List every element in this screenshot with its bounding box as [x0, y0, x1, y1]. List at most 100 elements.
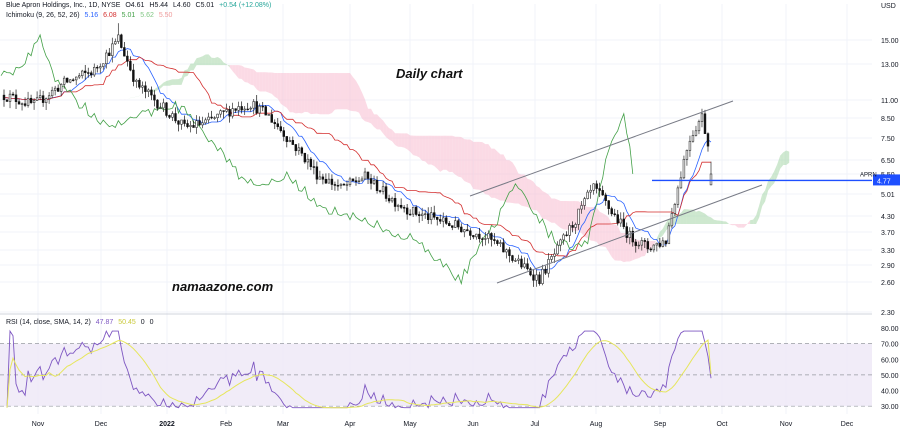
- cloud-segment: [536, 185, 540, 214]
- candle-body: [234, 108, 237, 111]
- candle-body: [270, 114, 273, 123]
- candle-body: [411, 206, 415, 215]
- cloud-segment: [560, 200, 564, 230]
- cloud-segment: [277, 73, 281, 104]
- candle-body: [2, 94, 6, 101]
- channel-lower-line[interactable]: [496, 184, 763, 284]
- rsi-extra-1: 0: [140, 319, 145, 326]
- candle-body: [481, 238, 484, 240]
- cloud-segment: [446, 135, 450, 173]
- candle-body: [62, 77, 66, 85]
- cloud-segment: [283, 73, 287, 108]
- cloud-segment: [623, 233, 627, 263]
- candle-body: [574, 224, 577, 228]
- cloud-segment: [777, 155, 781, 178]
- cloud-segment: [181, 70, 185, 85]
- candle-body: [312, 166, 316, 168]
- time-axis[interactable]: Nov Dec 2022 Feb Mar Apr May Jun Jul Aug Sep Oct Nov…: [32, 421, 854, 428]
- candle-body: [345, 184, 349, 186]
- candle-body: [29, 97, 33, 103]
- cloud-segment: [707, 216, 711, 225]
- cloud-segment: [452, 135, 456, 175]
- cloud-segment: [428, 135, 432, 165]
- cloud-segment: [695, 210, 699, 225]
- cloud-segment: [455, 136, 459, 177]
- cloud-segment: [488, 144, 492, 198]
- candle-body: [53, 87, 57, 91]
- cloud-segment: [542, 190, 546, 220]
- candle-body: [339, 183, 343, 186]
- cloud-segment: [184, 69, 188, 77]
- cloud-segment: [527, 178, 531, 209]
- time-tick-label: Jul: [531, 421, 540, 428]
- cloud-segment: [425, 135, 429, 165]
- cloud-segment: [256, 72, 260, 92]
- cloud-segment: [271, 72, 275, 97]
- candle-body: [225, 109, 228, 112]
- ohlc-open: O4.61: [125, 2, 145, 9]
- candle-body: [523, 263, 526, 268]
- cloud-segment: [497, 151, 501, 201]
- channel-upper-line[interactable]: [469, 100, 734, 197]
- cloud-segment: [160, 82, 164, 89]
- price-tag-value: 4.77: [877, 178, 891, 185]
- cloud-segment: [774, 164, 778, 184]
- candle-body: [99, 66, 102, 69]
- candle-body: [526, 263, 529, 270]
- candle-body: [532, 274, 535, 281]
- price-tag-box[interactable]: [873, 174, 900, 186]
- cloud-segment: [313, 73, 317, 114]
- candle-body: [96, 66, 99, 69]
- candle-body: [273, 122, 276, 125]
- candle-body: [153, 94, 156, 101]
- candle-body: [691, 135, 695, 142]
- cloud-segment: [485, 144, 489, 195]
- cloud-segment: [720, 220, 724, 225]
- candle-body: [35, 97, 39, 101]
- candle-body: [565, 234, 568, 237]
- rsi-legend[interactable]: RSI (14, close, SMA, 14, 2) 47.87 50.45 …: [6, 319, 157, 326]
- candle-body: [309, 158, 313, 167]
- cloud-segment: [250, 68, 254, 86]
- candle-body: [291, 140, 295, 145]
- candle-body: [348, 178, 352, 186]
- candle-body: [679, 177, 683, 189]
- candle-body: [342, 183, 346, 186]
- candle-body: [469, 230, 472, 236]
- candle-body: [168, 115, 171, 118]
- cloud-segment: [325, 73, 329, 115]
- candle-body: [213, 117, 216, 119]
- symbol-legend[interactable]: Blue Apron Holdings, Inc., 1D, NYSE O4.6…: [6, 2, 274, 9]
- cloud-segment: [163, 80, 167, 86]
- ichimoku-conversion-value: 5.16: [84, 12, 99, 19]
- time-tick-label: Aug: [590, 421, 603, 428]
- candle-body: [451, 225, 454, 228]
- cloud-segment: [422, 135, 426, 162]
- cloud-segment: [512, 162, 516, 204]
- candle-body: [321, 176, 325, 180]
- candle-body: [688, 140, 692, 151]
- cloud-segment: [202, 54, 206, 66]
- candle-body: [637, 244, 640, 247]
- cloud-segment: [310, 73, 314, 115]
- candle-body: [354, 180, 358, 182]
- candle-body: [420, 213, 424, 217]
- trend-channel[interactable]: [469, 100, 872, 284]
- cloud-segment: [491, 148, 495, 198]
- cloud-segment: [545, 192, 549, 221]
- cloud-segment: [410, 135, 414, 156]
- cloud-segment: [157, 85, 161, 91]
- candle-body: [267, 114, 270, 116]
- cloud-segment: [340, 73, 344, 110]
- candle-body: [667, 225, 671, 245]
- ichimoku-legend[interactable]: Ichimoku (9, 26, 52, 26) 5.16 6.08 5.01 …: [6, 12, 175, 19]
- candle-body: [84, 70, 87, 73]
- candle-body: [23, 103, 27, 106]
- cloud-segment: [599, 211, 603, 247]
- cloud-segment: [458, 136, 462, 178]
- price-axis[interactable]: USD15.0013.0011.008.507.506.505.505.014.…: [860, 0, 900, 317]
- candle-body: [658, 242, 662, 247]
- cloud-segment: [653, 238, 657, 246]
- cloud-segment: [136, 95, 140, 97]
